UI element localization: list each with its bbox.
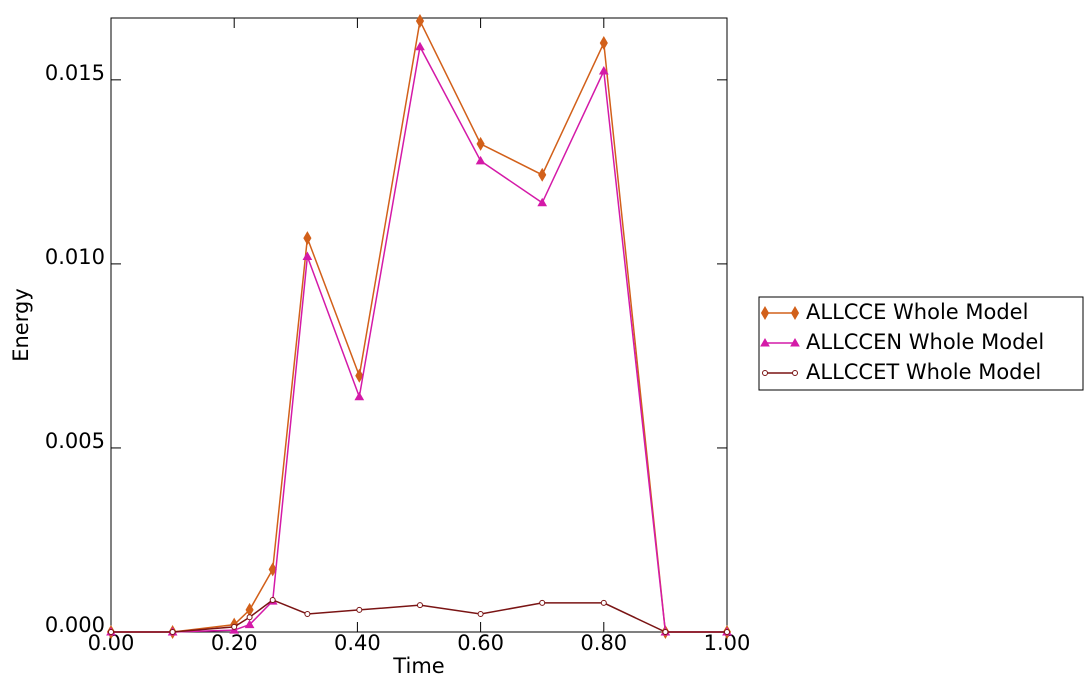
data-point — [475, 155, 486, 165]
y-tick-label: 0.010 — [45, 245, 105, 269]
y-axis-label: Energy — [9, 288, 33, 362]
legend-box — [758, 296, 1084, 391]
data-point — [354, 391, 365, 401]
x-tick-label: 0.80 — [580, 631, 627, 655]
data-point — [598, 65, 609, 75]
data-point — [662, 629, 669, 635]
data-point — [416, 602, 423, 609]
data-point — [269, 596, 276, 603]
data-point — [724, 629, 730, 635]
x-axis-label: Time — [392, 654, 444, 678]
data-point — [302, 251, 313, 261]
data-point — [476, 136, 485, 151]
legend-label: ALLCCE Whole Model — [806, 300, 1028, 324]
data-point — [538, 167, 547, 182]
data-point — [108, 629, 114, 635]
data-point — [304, 610, 311, 617]
data-point — [537, 197, 548, 207]
data-point — [539, 599, 546, 606]
legend-marker — [760, 306, 770, 320]
legend-marker — [760, 337, 770, 347]
data-point — [600, 599, 607, 606]
data-point — [169, 629, 176, 635]
legend-marker — [790, 337, 800, 347]
data-point — [415, 41, 425, 51]
y-tick-label: 0.015 — [45, 61, 105, 85]
legend-marker — [792, 370, 798, 376]
x-tick-label: 0.20 — [211, 631, 258, 655]
data-point — [303, 231, 312, 246]
x-tick-label: 0.40 — [334, 631, 381, 655]
legend-label: ALLCCEN Whole Model — [806, 330, 1044, 354]
data-point — [244, 619, 255, 629]
data-point — [246, 614, 253, 621]
data-point — [355, 368, 364, 383]
y-tick-label: 0.000 — [45, 613, 105, 637]
data-point — [477, 610, 484, 617]
data-point — [599, 36, 608, 51]
plot-frame — [110, 17, 728, 633]
x-tick-label: 0.60 — [457, 631, 504, 655]
data-point — [268, 562, 277, 577]
data-point — [415, 13, 425, 28]
y-tick-label: 0.005 — [45, 429, 105, 453]
legend-label: ALLCCET Whole Model — [806, 360, 1041, 384]
legend-marker — [762, 370, 768, 376]
data-point — [231, 623, 238, 630]
data-point — [356, 606, 363, 613]
legend-marker — [790, 306, 800, 320]
series-line — [111, 18, 727, 633]
